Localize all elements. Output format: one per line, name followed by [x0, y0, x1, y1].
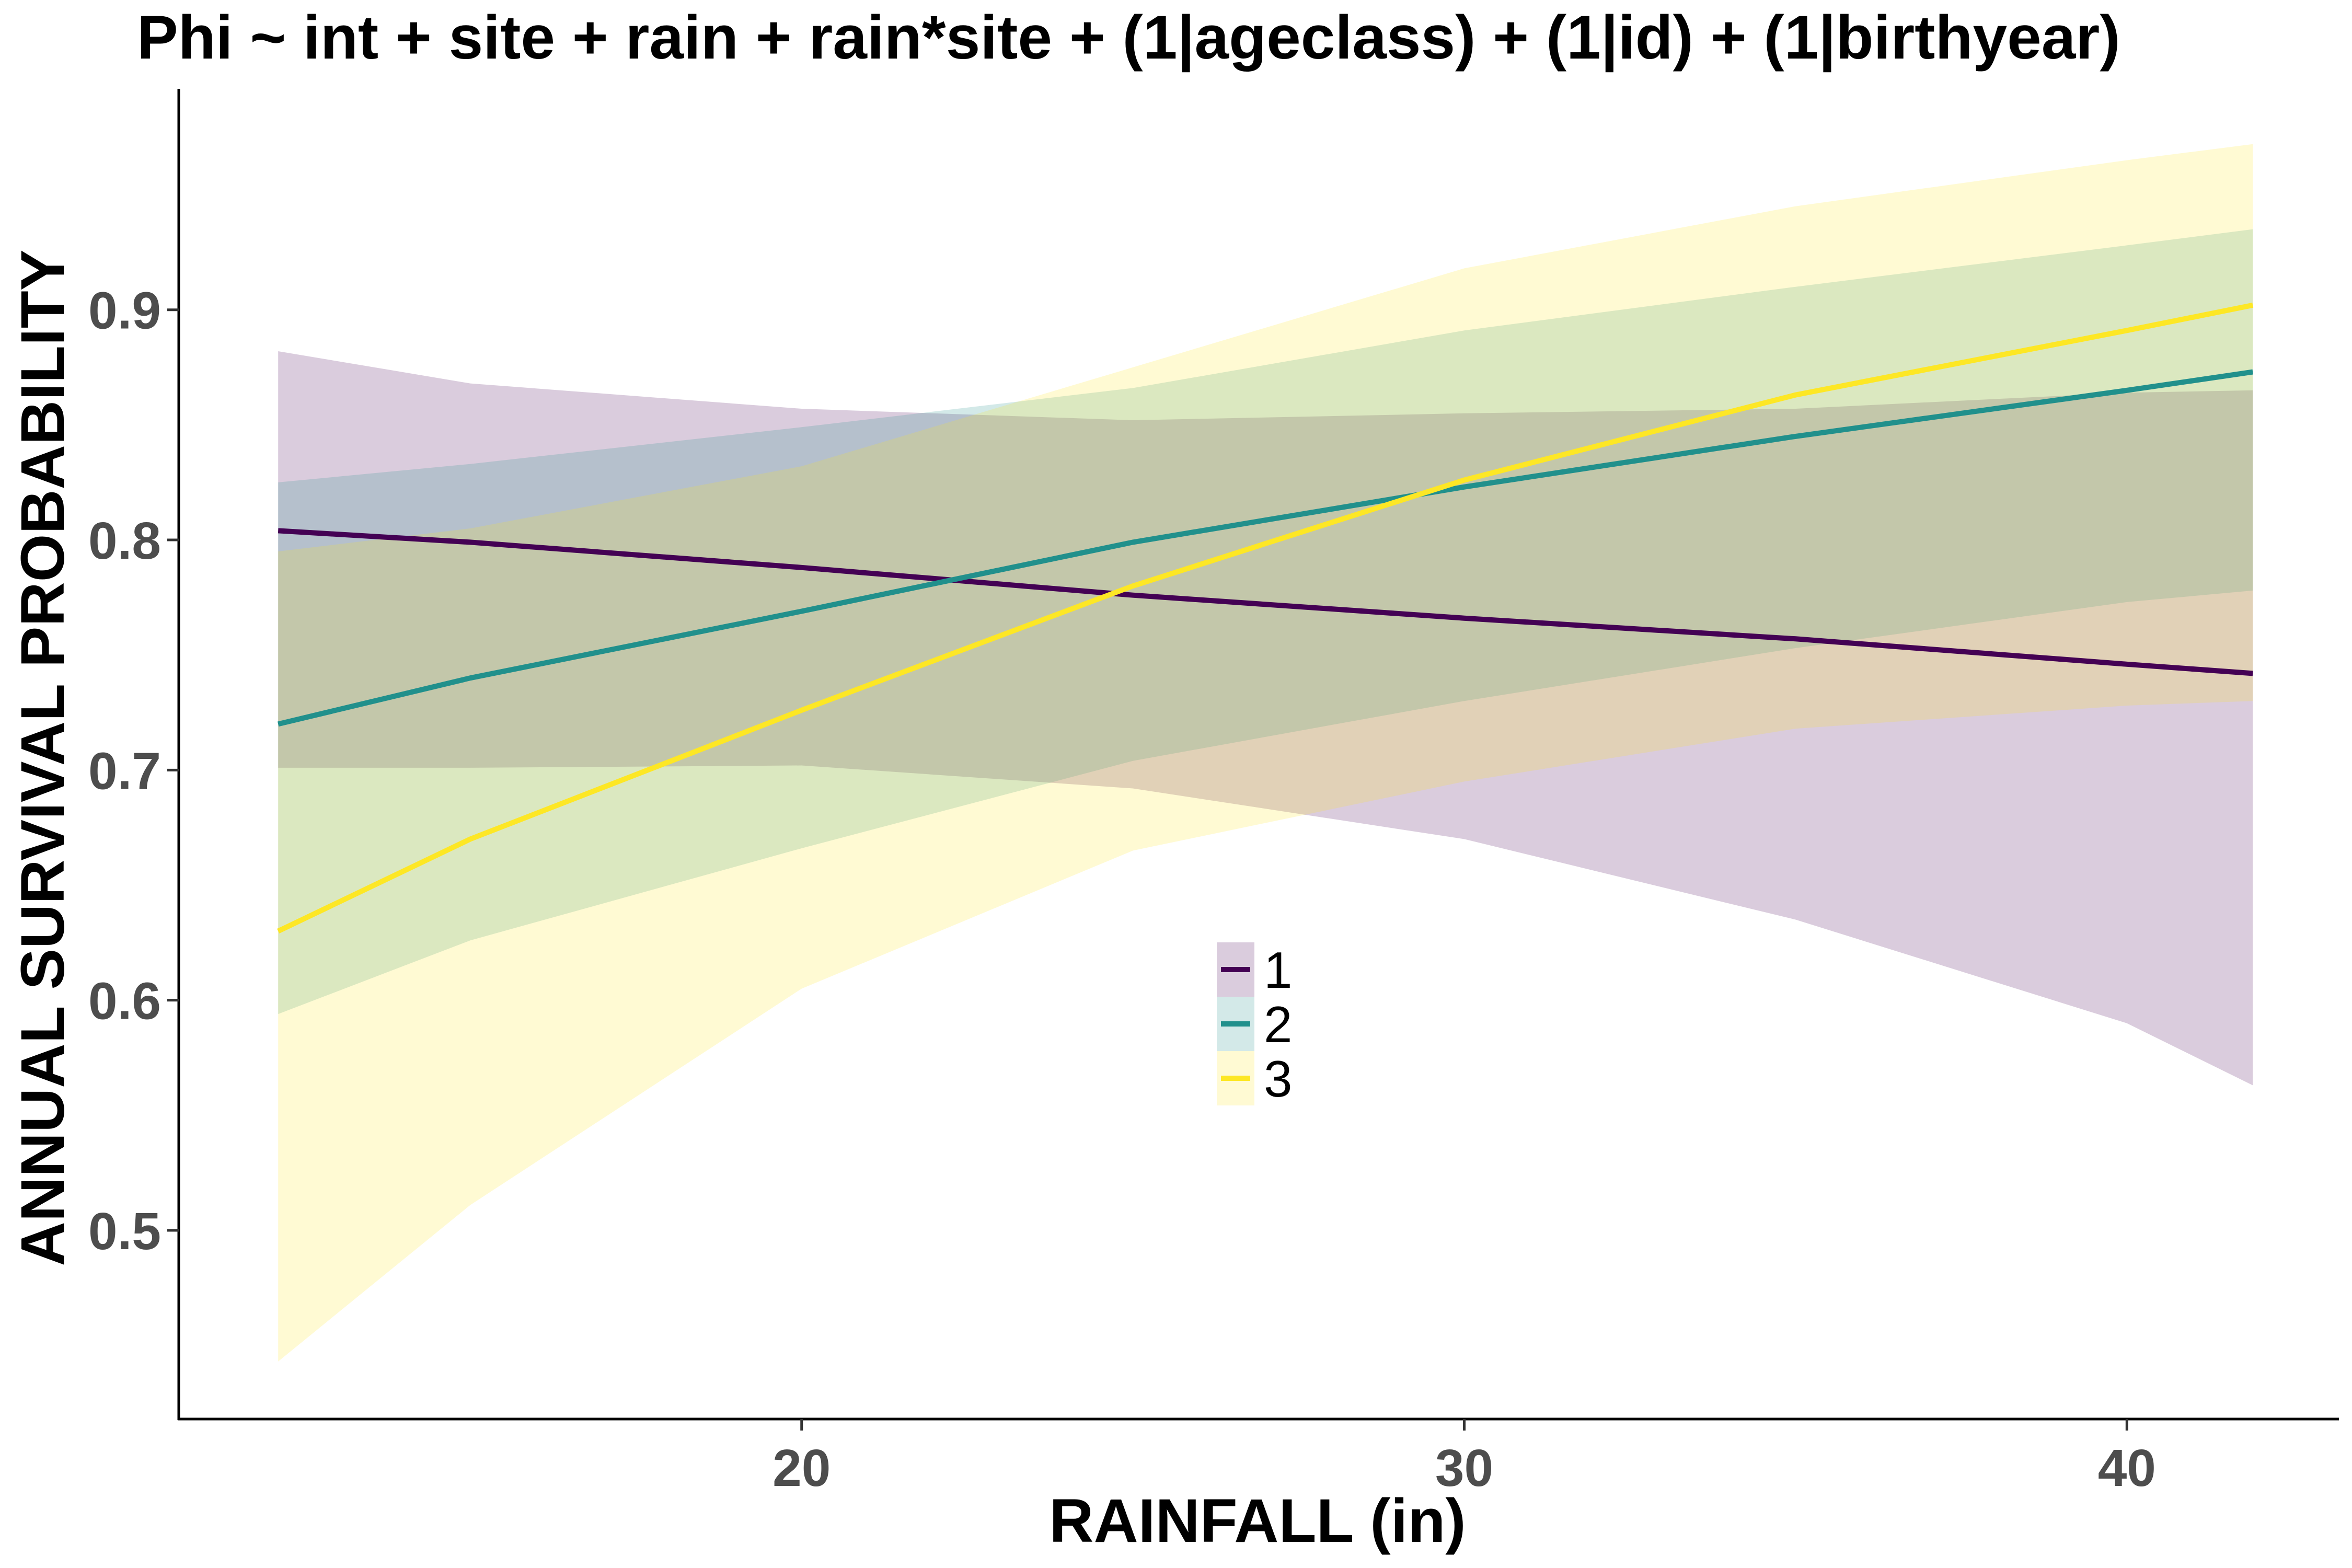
y-tick-label: 0.9 — [88, 282, 161, 340]
legend-item-3: 3 — [1217, 1050, 1293, 1108]
line-series-2 — [278, 369, 2253, 727]
band-series-3 — [278, 144, 2253, 1362]
legend-item-2: 2 — [1217, 996, 1293, 1053]
band-series-1 — [278, 351, 2253, 1086]
series-lines — [277, 302, 2254, 934]
x-tick-label: 40 — [2098, 1439, 2156, 1497]
y-tick-label: 0.5 — [88, 1202, 161, 1261]
y-tick-label: 0.8 — [88, 512, 161, 570]
y-axis-ticks: 0.5 0.6 0.7 0.8 0.9 — [88, 282, 179, 1261]
y-axis-title: ANNUAL SURVIVAL PROBABILITY — [8, 250, 77, 1266]
line-series-1 — [278, 528, 2253, 676]
x-tick-label: 20 — [773, 1439, 831, 1497]
y-tick-label: 0.7 — [88, 742, 161, 800]
x-axis-title: RAINFALL (in) — [1049, 1486, 1466, 1555]
x-axis-ticks: 20 30 40 — [773, 1419, 2156, 1497]
confidence-bands — [278, 144, 2253, 1362]
band-series-2 — [278, 229, 2253, 1014]
line-series-3 — [277, 302, 2254, 934]
chart-title: Phi ~ int + site + rain + rain*site + (1… — [137, 3, 2120, 73]
x-tick-label: 30 — [1435, 1439, 1493, 1497]
legend-label: 2 — [1264, 996, 1293, 1053]
legend-label: 1 — [1264, 941, 1293, 999]
legend-item-1: 1 — [1217, 941, 1293, 999]
legend: 123 — [1217, 941, 1293, 1108]
y-tick-label: 0.6 — [88, 972, 161, 1031]
legend-label: 3 — [1264, 1050, 1293, 1108]
